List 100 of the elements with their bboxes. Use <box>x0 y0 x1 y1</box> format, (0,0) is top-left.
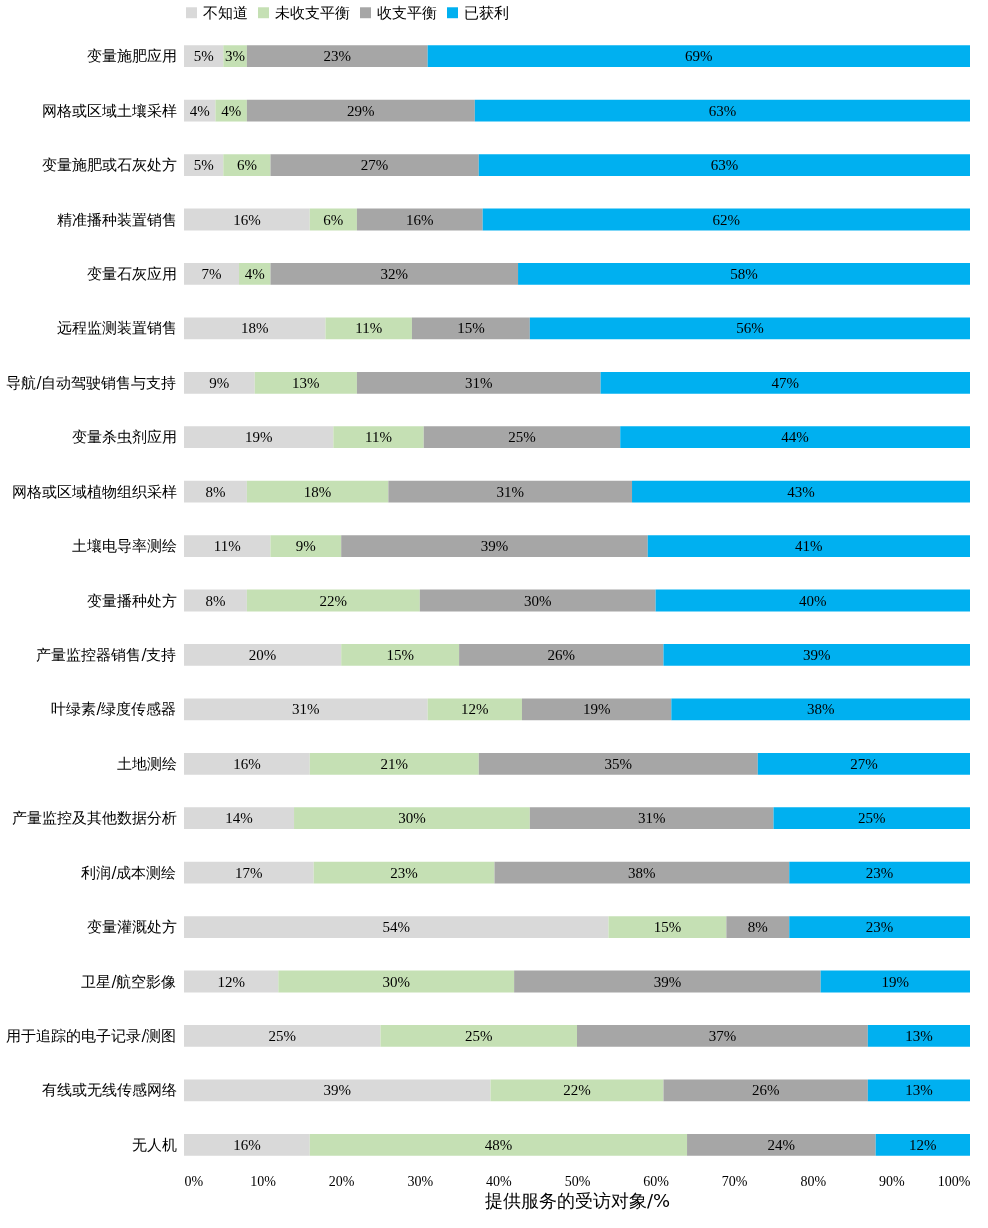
bar <box>313 861 495 884</box>
bar <box>341 535 648 557</box>
bar <box>184 644 342 666</box>
data-label: 39% <box>323 1082 352 1099</box>
data-label: 13% <box>905 1082 933 1099</box>
bar <box>655 589 970 612</box>
data-label: 38% <box>806 701 835 718</box>
data-label: 63% <box>710 157 739 174</box>
data-label: 9% <box>209 374 230 391</box>
bar <box>278 970 515 993</box>
data-label: 18% <box>303 483 332 500</box>
data-label: 39% <box>480 538 509 555</box>
bar <box>647 535 970 557</box>
data-label: 11% <box>365 429 393 446</box>
y-tick-label: 卫星/航空影像 <box>81 972 177 991</box>
bar <box>380 1025 577 1047</box>
bar <box>529 807 774 830</box>
data-label: 56% <box>736 320 764 337</box>
bar <box>184 535 271 557</box>
bar <box>518 263 970 285</box>
bar <box>867 1025 970 1047</box>
bar <box>474 99 970 122</box>
bar <box>726 916 790 938</box>
bar <box>184 317 326 340</box>
data-label: 22% <box>563 1082 591 1099</box>
data-label: 11% <box>213 538 241 555</box>
bar <box>867 1079 970 1102</box>
data-label: 41% <box>795 538 823 555</box>
data-label: 26% <box>751 1082 780 1099</box>
bar <box>270 154 479 176</box>
y-tick-label: 利润/成本测绘 <box>81 863 177 882</box>
bar <box>478 154 970 176</box>
data-label: 30% <box>523 592 552 609</box>
data-label: 15% <box>457 320 485 337</box>
data-label: 8% <box>205 592 226 609</box>
data-label: 23% <box>865 864 894 881</box>
data-label: 16% <box>233 1136 261 1153</box>
data-label: 25% <box>508 429 536 446</box>
bar <box>246 480 389 503</box>
bar <box>608 916 727 938</box>
bar <box>325 317 412 340</box>
x-tick-label: 0% <box>184 1173 204 1189</box>
data-label: 4% <box>189 102 210 119</box>
y-tick-label: 产量监控器销售/支持 <box>36 645 177 664</box>
bar <box>246 589 420 612</box>
data-label: 23% <box>323 48 352 65</box>
bar <box>184 480 247 503</box>
y-tick-label: 网格或区域植物组织采样 <box>11 482 177 501</box>
x-tick-label: 10% <box>250 1173 277 1189</box>
data-label: 8% <box>205 483 226 500</box>
data-label: 12% <box>461 701 489 718</box>
data-label: 15% <box>386 646 414 663</box>
data-label: 7% <box>201 265 222 282</box>
data-label: 13% <box>905 1027 933 1044</box>
data-label: 63% <box>708 102 737 119</box>
data-label: 44% <box>781 429 809 446</box>
bar <box>309 1133 688 1156</box>
bar <box>246 45 428 68</box>
bar <box>184 861 314 884</box>
bar <box>529 317 970 340</box>
data-label: 4% <box>221 102 242 119</box>
bar <box>184 263 240 285</box>
x-tick-label: 30% <box>407 1173 434 1189</box>
y-tick-label: 无人机 <box>131 1135 177 1154</box>
y-tick-label: 变量施肥应用 <box>86 47 177 66</box>
data-label: 69% <box>685 48 713 65</box>
bar <box>577 1025 868 1047</box>
bar <box>333 426 424 449</box>
data-label: 25% <box>268 1027 296 1044</box>
bar <box>184 1133 310 1156</box>
y-tick-label: 远程监测装置销售 <box>56 319 177 338</box>
data-label: 40% <box>799 592 827 609</box>
x-tick-label: 90% <box>879 1173 906 1189</box>
y-tick-label: 导航/自动驾驶销售与支持 <box>6 373 177 392</box>
bar <box>419 589 656 612</box>
data-label: 39% <box>802 646 831 663</box>
bar <box>773 807 970 830</box>
data-label: 30% <box>398 810 426 827</box>
bar <box>184 208 310 231</box>
bar <box>184 426 334 449</box>
data-label: 26% <box>547 646 576 663</box>
x-axis-title: 提供服务的受访对象/% <box>484 1189 671 1211</box>
data-label: 16% <box>406 211 434 228</box>
bar <box>663 1079 868 1102</box>
bar <box>459 644 664 666</box>
data-label: 31% <box>465 374 493 391</box>
data-label: 37% <box>708 1027 737 1044</box>
bar <box>494 861 790 884</box>
bar <box>423 426 621 449</box>
data-label: 12% <box>909 1136 937 1153</box>
data-label: 31% <box>292 701 320 718</box>
y-tick-label: 变量杀虫剂应用 <box>71 428 177 447</box>
bar <box>184 698 428 721</box>
bar <box>482 208 970 231</box>
data-label: 20% <box>248 646 277 663</box>
data-label: 8% <box>747 919 768 936</box>
x-tick-label: 100% <box>937 1173 971 1189</box>
y-tick-label: 土地测绘 <box>116 754 177 773</box>
data-label: 17% <box>235 864 263 881</box>
y-tick-label: 土壤电导率测绘 <box>71 537 177 556</box>
